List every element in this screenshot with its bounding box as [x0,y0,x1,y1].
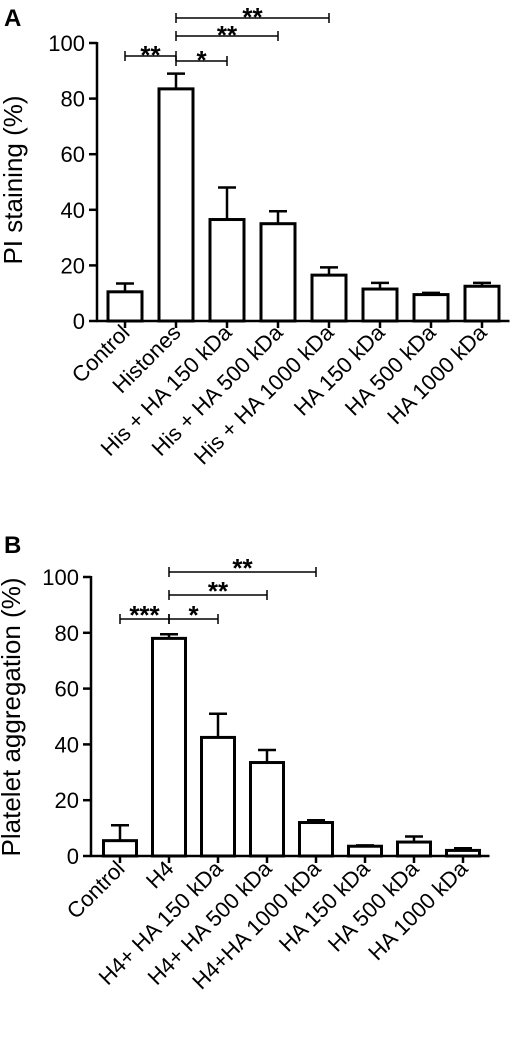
y-tick-label: 0 [67,844,79,869]
significance-label: ** [217,20,238,50]
significance-label: * [188,600,199,630]
bar [361,287,399,323]
y-tick-label: 100 [42,565,79,590]
bar [208,218,246,323]
bar [259,222,297,323]
bar [157,87,195,323]
significance-label: ** [232,553,253,583]
bar [151,636,187,858]
significance-label: * [196,45,207,75]
bar [412,293,450,323]
significance-label: *** [129,600,160,630]
y-tick-label: 40 [61,198,85,223]
significance-label: ** [140,40,161,70]
y-tick-label: 60 [61,142,85,167]
y-tick-label: 40 [55,732,79,757]
bar [396,840,432,858]
panel-a: API staining (%)020406080100ControlHisto… [0,2,510,469]
y-tick-label: 20 [55,788,79,813]
y-tick-label: 20 [61,253,85,278]
significance-label: ** [208,576,229,606]
bar [298,821,334,858]
bar [347,844,383,858]
y-tick-label: 100 [48,31,85,56]
bar [310,273,348,323]
panel-label: B [4,532,21,559]
bar [106,290,144,323]
y-tick-label: 0 [73,309,85,334]
y-tick-label: 80 [55,621,79,646]
bar [102,839,138,858]
y-tick-label: 60 [55,677,79,702]
x-category-label: H4 [141,856,179,894]
panel-label: A [4,5,21,32]
bar [249,761,285,858]
bar [200,735,236,858]
bar [463,284,501,323]
y-axis-label: PI staining (%) [0,95,28,264]
y-tick-label: 80 [61,87,85,112]
y-axis-label: Platelet aggregation (%) [0,578,26,857]
significance-label: ** [242,2,263,32]
